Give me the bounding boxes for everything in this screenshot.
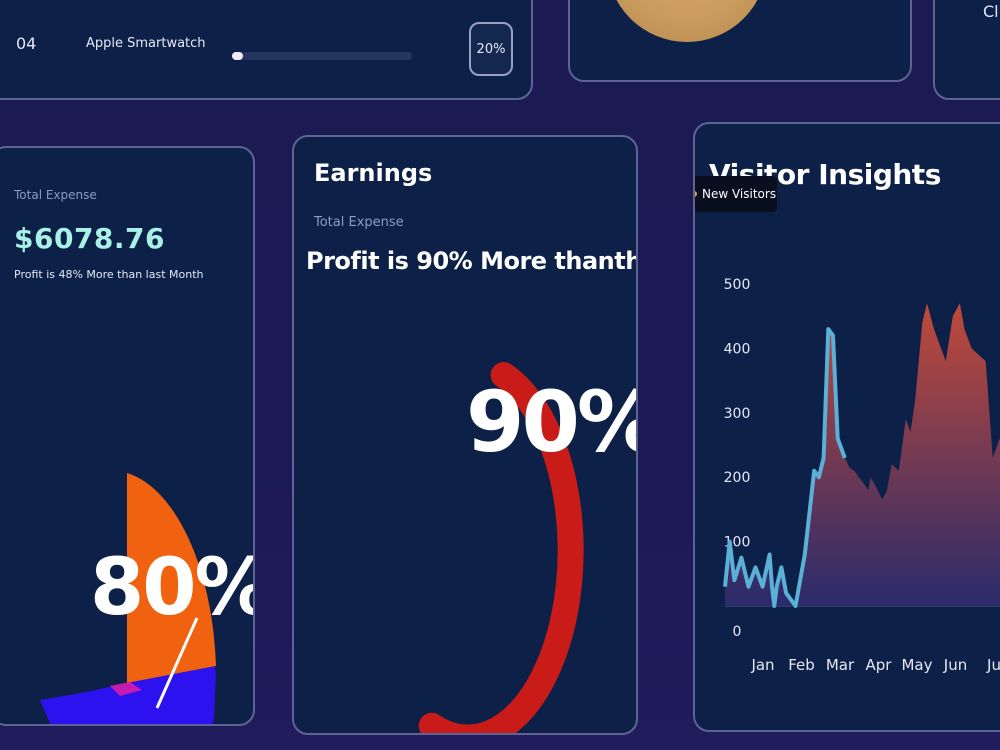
pie-blue-lower [40, 670, 216, 724]
visitor-insights-card: Visitor Insights New Visitors 0 100 200 300… [693, 122, 1000, 732]
tooltip-label: New Visitors [702, 187, 777, 201]
y-tick-label: 300 [724, 406, 751, 422]
y-tick-label: 400 [724, 341, 751, 357]
x-tick-label: Mar [826, 656, 855, 674]
y-tick-label: 0 [733, 624, 742, 640]
x-tick-label: Jun [943, 656, 967, 674]
x-tick-label: May [901, 656, 932, 674]
x-tick-label: Feb [788, 656, 815, 674]
earnings-percent-label: 90% [466, 373, 636, 471]
gold-chart-shape [607, 0, 767, 42]
pie-accent [110, 682, 142, 696]
expense-value: $6078.76 [14, 222, 166, 255]
earnings-label: Total Expense [314, 215, 404, 230]
top-middle-card [568, 0, 912, 82]
earnings-title: Earnings [314, 159, 433, 187]
pie-slice-orange [127, 473, 216, 683]
product-progress-bar [232, 52, 412, 60]
product-index: 04 [16, 34, 37, 53]
product-percent-badge: 20% [469, 22, 513, 76]
tooltip-dot-icon [695, 191, 697, 197]
visitor-line [723, 327, 847, 608]
expense-card: Total Expense $6078.76 Profit is 48% Mor… [0, 146, 255, 726]
product-name: Apple Smartwatch [86, 36, 206, 51]
expense-label: Total Expense [14, 188, 97, 202]
pie-percent-label: 80% [90, 543, 255, 633]
earnings-card: Earnings Total Expense Profit is 90% Mor… [292, 135, 638, 735]
x-tick-label: Apr [866, 656, 893, 674]
y-tick-label: 500 [724, 277, 751, 293]
top-right-text: Cl [983, 2, 999, 21]
product-progress-fill [232, 52, 243, 60]
earnings-subtext: Profit is 90% More thanthis Month [306, 247, 636, 275]
visitor-area [725, 303, 1000, 606]
top-products-card: 04 Apple Smartwatch 20% [0, 0, 533, 100]
chart-tooltip: New Visitors [695, 176, 777, 212]
y-tick-label: 200 [724, 470, 751, 486]
x-tick-label: Ju [986, 656, 1000, 674]
x-tick-label: Jan [750, 656, 774, 674]
pie-divider-line [155, 617, 199, 709]
earnings-ring-arc [418, 362, 584, 733]
top-right-card: Cl [933, 0, 1000, 100]
expense-pie-chart [40, 473, 216, 724]
earnings-ring-chart [306, 362, 636, 733]
expense-subtext: Profit is 48% More than last Month [14, 268, 204, 281]
